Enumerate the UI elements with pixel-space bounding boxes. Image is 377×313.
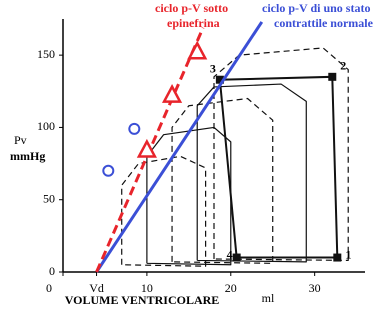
x-tick-label: 30 — [309, 281, 321, 295]
point-label: 3 — [210, 61, 216, 75]
pv-loop — [171, 97, 274, 264]
marker — [102, 164, 115, 177]
pv-loop — [213, 47, 349, 262]
y-axis-label: Pv — [14, 133, 27, 147]
x-tick-label: Vd — [89, 281, 104, 295]
marker — [128, 122, 141, 135]
y-tick-label: 100 — [37, 119, 55, 133]
loop-point — [333, 253, 342, 262]
pv-loop — [196, 83, 307, 263]
point-label: 2 — [340, 59, 346, 73]
pv-loop — [121, 155, 207, 267]
x-axis-label: VOLUME VENTRICOLARE — [65, 293, 220, 307]
point-label: 4 — [227, 247, 233, 261]
x-tick-label: 0 — [46, 281, 52, 295]
y-tick-label: 50 — [43, 191, 55, 205]
annotation: ciclo p-V sotto epinefrina — [155, 1, 228, 30]
y-axis-unit: mmHg — [10, 149, 45, 163]
marker — [187, 40, 208, 60]
x-tick-label: 20 — [225, 281, 237, 295]
y-tick-label: 150 — [37, 47, 55, 61]
point-label: 1 — [345, 247, 351, 261]
marker — [161, 83, 183, 103]
annotation: ciclo p-V di uno stato contrattile normal… — [262, 1, 374, 30]
main-loop — [218, 75, 339, 259]
x-tick-label: 10 — [141, 281, 153, 295]
x-axis-unit: ml — [262, 291, 275, 305]
loop-point — [232, 253, 241, 262]
loop-point — [328, 72, 337, 81]
marker — [136, 138, 157, 158]
line — [95, 21, 264, 273]
y-tick-label: 0 — [49, 264, 55, 278]
pv-loop — [146, 126, 232, 266]
loop-point — [215, 75, 224, 84]
